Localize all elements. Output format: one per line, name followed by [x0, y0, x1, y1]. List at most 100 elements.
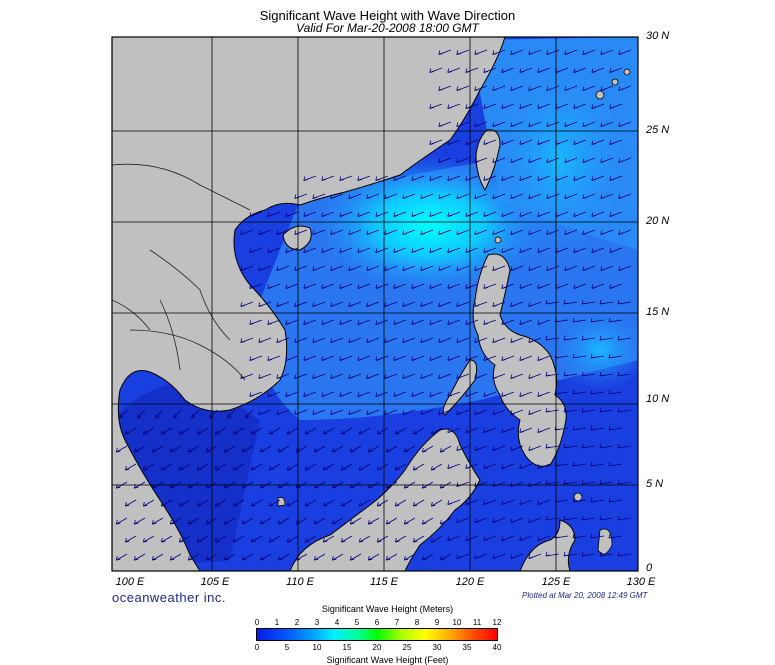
wave-arrow-head	[402, 374, 407, 379]
wave-arrow-head	[447, 284, 452, 289]
wave-arrow-head	[313, 520, 319, 525]
wave-arrow	[287, 535, 299, 543]
wave-arrow-head	[268, 502, 274, 507]
wave-arrow	[269, 499, 281, 507]
wave-arrow-head	[429, 392, 434, 397]
wave-arrow-head	[537, 140, 542, 145]
wave-arrow-head	[430, 502, 436, 507]
wave-arrow-head	[474, 338, 479, 343]
wave-arrow	[116, 445, 128, 453]
wave-arrow-head	[142, 466, 148, 471]
wave-arrow-head	[492, 266, 497, 271]
wave-arrow-head	[276, 266, 281, 271]
wave-arrow	[440, 445, 452, 453]
wave-arrow-head	[608, 461, 614, 467]
wave-arrow-head	[430, 538, 436, 543]
wave-arrow	[341, 535, 353, 543]
wave-arrow-head	[151, 520, 157, 525]
wave-arrow-head	[340, 430, 346, 435]
wave-arrow-head	[411, 356, 416, 361]
wave-arrow-head	[546, 158, 551, 163]
colorbar-tick-f: 35	[462, 643, 472, 652]
wave-arrow-head	[357, 320, 362, 325]
wave-arrow-head	[403, 448, 409, 453]
wave-arrow-head	[421, 448, 427, 453]
wave-arrow-head	[137, 413, 142, 419]
wave-arrow-head	[609, 212, 614, 217]
wave-arrow	[191, 409, 200, 419]
lat-label-30: 30 N	[646, 30, 670, 42]
wave-arrow-head	[276, 410, 281, 415]
wave-arrow	[377, 499, 389, 507]
wave-arrow-head	[617, 551, 623, 557]
colorbar-title-meters: Significant Wave Height (Meters)	[321, 604, 454, 614]
wave-arrow-head	[617, 299, 623, 305]
wave-arrow	[209, 409, 218, 419]
wave-arrow-head	[402, 338, 407, 343]
wave-arrow-head	[447, 140, 452, 145]
wave-arrow-head	[429, 212, 434, 217]
wave-arrow-head	[393, 356, 398, 361]
wave-arrow	[143, 427, 155, 435]
wave-arrow-head	[240, 338, 245, 343]
wave-arrow	[152, 445, 164, 453]
wave-arrow	[431, 499, 443, 507]
wave-arrow	[152, 553, 164, 561]
wave-arrow-head	[447, 536, 452, 541]
wave-arrow-head	[564, 86, 569, 91]
wave-arrow-head	[501, 248, 506, 253]
wave-arrow	[179, 427, 191, 435]
wave-arrow-head	[456, 230, 461, 235]
wave-arrow-head	[572, 497, 578, 503]
wave-arrow-head	[438, 50, 443, 55]
colorbar-tick-m: 0	[254, 618, 260, 627]
wave-arrow-head	[581, 515, 587, 521]
wave-arrow-head	[590, 389, 596, 395]
wave-arrow-head	[277, 520, 283, 525]
wave-arrow-head	[456, 302, 461, 307]
wave-arrow-head	[599, 551, 605, 557]
wave-arrow-head	[590, 461, 596, 467]
wave-arrow-head	[267, 320, 272, 325]
wave-arrow-head	[456, 554, 461, 559]
wave-arrow	[227, 409, 236, 419]
wave-arrow-head	[339, 392, 344, 397]
wave-arrow-head	[366, 338, 371, 343]
wave-arrow-head	[591, 284, 596, 289]
lat-label-20: 20 N	[646, 215, 670, 227]
wave-arrow-head	[420, 230, 425, 235]
wave-arrow-head	[420, 194, 425, 199]
wave-arrow-head	[259, 556, 265, 561]
wave-arrow-head	[528, 302, 533, 307]
wave-arrow-head	[439, 448, 445, 453]
wave-arrow	[125, 427, 137, 435]
colorbar	[256, 628, 498, 641]
wave-arrow	[350, 517, 362, 525]
wave-arrow	[332, 553, 344, 561]
wave-arrow-head	[349, 520, 355, 525]
colorbar-title-feet: Significant Wave Height (Feet)	[326, 655, 449, 665]
wave-arrow-head	[348, 410, 353, 415]
wave-arrow-head	[312, 410, 317, 415]
wave-arrow-head	[590, 317, 596, 323]
wave-arrow-head	[519, 104, 524, 109]
wave-arrow-head	[546, 50, 551, 55]
wave-arrow-head	[528, 158, 533, 163]
wave-arrow-head	[573, 176, 578, 181]
wave-arrow-head	[447, 392, 452, 397]
wave-arrow-head	[357, 248, 362, 253]
wave-arrow-head	[563, 443, 569, 449]
wave-arrow	[155, 409, 164, 419]
wave-arrow-head	[537, 500, 542, 505]
wave-arrow	[197, 463, 209, 471]
wave-arrow-head	[563, 479, 569, 485]
wave-arrow-head	[483, 284, 488, 289]
wave-arrow-head	[258, 230, 263, 235]
wave-arrow-head	[581, 299, 587, 305]
wave-arrow	[404, 553, 416, 561]
wave-arrow-head	[492, 518, 497, 523]
wave-arrow-head	[591, 248, 596, 253]
colorbar-tick-m: 7	[394, 618, 400, 627]
wave-arrow	[143, 535, 155, 543]
wave-arrow-head	[447, 464, 452, 469]
